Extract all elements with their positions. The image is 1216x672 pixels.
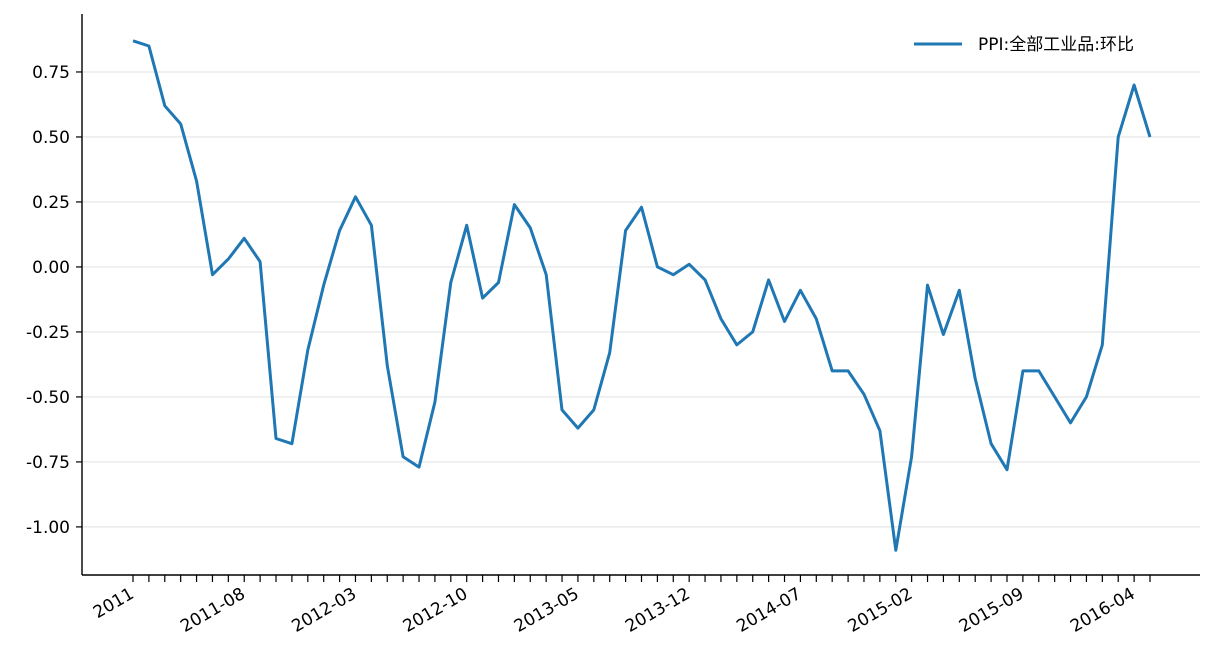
x-tick-label: 2011 xyxy=(90,584,137,623)
y-tick-label: 0.50 xyxy=(32,128,70,148)
y-tick-label: -0.50 xyxy=(26,388,70,408)
x-tick-label: 2013-12 xyxy=(622,584,694,637)
x-tick-label: 2011-08 xyxy=(177,584,249,637)
x-tick-label: 2012-03 xyxy=(288,584,360,637)
x-tick-label: 2012-10 xyxy=(400,584,472,637)
legend-label: PPI:全部工业品:环比 xyxy=(978,35,1134,55)
x-tick-label: 2014-07 xyxy=(733,584,805,637)
y-tick-label: -1.00 xyxy=(26,518,70,538)
x-tick-label: 2015-02 xyxy=(845,584,917,637)
line xyxy=(132,39,1152,552)
x-tick-label: 2015-09 xyxy=(956,584,1028,637)
y-tick-label: 0.00 xyxy=(32,258,70,278)
y-tick-label: -0.75 xyxy=(26,453,70,473)
x-tick-label: 2013-05 xyxy=(511,584,583,637)
y-tick-label: -0.25 xyxy=(26,323,70,343)
y-tick-label: 0.25 xyxy=(32,193,70,213)
x-tick-label: 2016-04 xyxy=(1067,584,1139,637)
y-tick-label: 0.75 xyxy=(32,63,70,83)
